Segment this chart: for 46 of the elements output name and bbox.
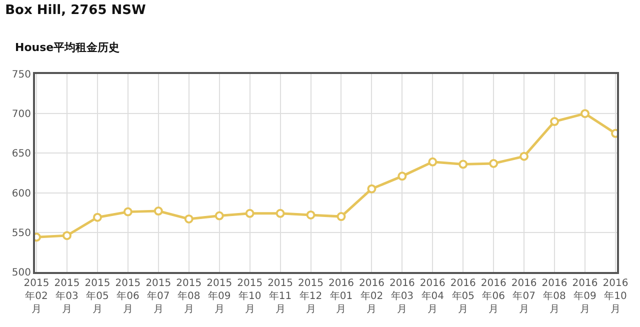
point xyxy=(214,211,224,220)
y-tick-label: 500 xyxy=(12,268,31,278)
x-tick-label: 2015年02月 xyxy=(24,278,50,315)
y-tick-label: 650 xyxy=(12,148,31,160)
x-tick-label: 2016年01月 xyxy=(328,278,354,315)
point xyxy=(550,117,560,126)
y-tick-label: 600 xyxy=(12,188,31,200)
point xyxy=(580,109,590,118)
point xyxy=(336,212,346,222)
x-tick-label: 2016年05月 xyxy=(450,278,476,315)
x-tick-label: 2016年10月 xyxy=(602,278,628,315)
x-tick-label: 2015年09月 xyxy=(206,278,232,315)
y-tick-label: 750 xyxy=(12,70,31,80)
point xyxy=(458,160,468,169)
y-tick-label: 550 xyxy=(12,228,31,239)
y-tick-label: 700 xyxy=(12,109,31,120)
x-tick-label: 2016年06月 xyxy=(480,278,506,315)
point xyxy=(245,208,254,218)
point xyxy=(123,207,132,216)
point xyxy=(276,208,285,218)
chart-title: Box Hill, 2765 NSW xyxy=(5,3,146,18)
point xyxy=(92,212,102,222)
x-tick-label: 2015年07月 xyxy=(146,278,172,315)
x-tick-label: 2015年06月 xyxy=(115,278,141,315)
x-tick-label: 2015年08月 xyxy=(176,278,202,315)
x-tick-label: 2016年08月 xyxy=(542,278,568,315)
x-tick-label: 2016年09月 xyxy=(572,278,598,315)
point xyxy=(306,210,316,220)
point xyxy=(489,159,498,168)
chart-subtitle: House平均租金历史 xyxy=(15,41,120,54)
x-tick-label: 2015年12月 xyxy=(298,278,324,315)
x-tick-label: 2016年03月 xyxy=(389,278,415,315)
x-tick-label: 2015年10月 xyxy=(237,278,263,315)
point xyxy=(428,157,438,166)
point xyxy=(62,231,72,240)
point xyxy=(398,172,407,181)
x-tick-label: 2015年05月 xyxy=(84,278,110,315)
point xyxy=(184,214,194,224)
x-tick-label: 2015年03月 xyxy=(54,278,80,315)
point xyxy=(367,184,376,194)
x-tick-label: 2016年02月 xyxy=(358,278,384,315)
x-tick-label: 2016年04月 xyxy=(420,278,446,315)
x-tick-label: 2016年07月 xyxy=(511,278,537,315)
point xyxy=(520,152,529,161)
x-tick-label: 2015年11月 xyxy=(268,278,294,315)
point xyxy=(154,206,163,216)
